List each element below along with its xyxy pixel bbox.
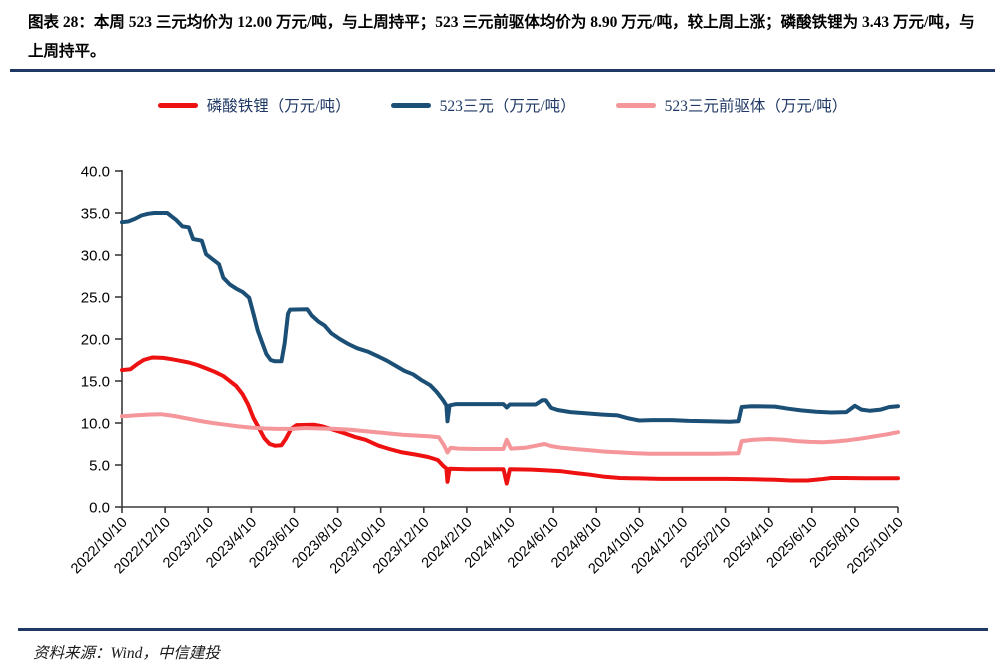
y-axis-tick-label: 25.0 — [81, 290, 110, 307]
ncm523-line-swatch-icon — [390, 102, 431, 108]
y-axis-tick-label: 20.0 — [81, 332, 110, 349]
legend-label-lfp: 磷酸铁锂（万元/吨） — [206, 98, 351, 115]
y-axis-tick-label: 10.0 — [81, 416, 110, 433]
series-line-ncm523 — [120, 211, 900, 424]
y-axis-tick-label: 40.0 — [81, 164, 110, 181]
precursor523-line-swatch-icon — [615, 102, 656, 108]
legend-item-lfp: 磷酸铁锂（万元/吨） — [157, 94, 351, 116]
legend-label-ncm523: 523三元（万元/吨） — [439, 98, 576, 115]
series-line-precursor523 — [120, 412, 900, 456]
legend-item-precursor523: 523三元前驱体（万元/吨） — [615, 94, 848, 116]
chart-legend: 磷酸铁锂（万元/吨） 523三元（万元/吨） 523三元前驱体（万元/吨） — [0, 94, 1005, 116]
y-axis-tick-label: 0.0 — [89, 500, 110, 517]
y-axis-tick-label: 5.0 — [89, 458, 110, 475]
title-divider — [10, 69, 995, 72]
legend-label-precursor523: 523三元前驱体（万元/吨） — [664, 98, 848, 115]
y-axis-tick-label: 30.0 — [81, 248, 110, 265]
series-line-lfp — [120, 355, 900, 486]
y-axis-tick-label: 15.0 — [81, 374, 110, 391]
legend-item-ncm523: 523三元（万元/吨） — [390, 94, 576, 116]
source-divider — [18, 628, 988, 631]
figure-title: 图表 28：本周 523 三元均价为 12.00 万元/吨，与上周持平；523 … — [28, 14, 975, 60]
chart-axes — [121, 170, 898, 508]
source-note: 资料来源：Wind，中信建投 — [33, 645, 220, 662]
lfp-line-swatch-icon — [157, 102, 198, 108]
y-axis-tick-label: 35.0 — [81, 206, 110, 223]
